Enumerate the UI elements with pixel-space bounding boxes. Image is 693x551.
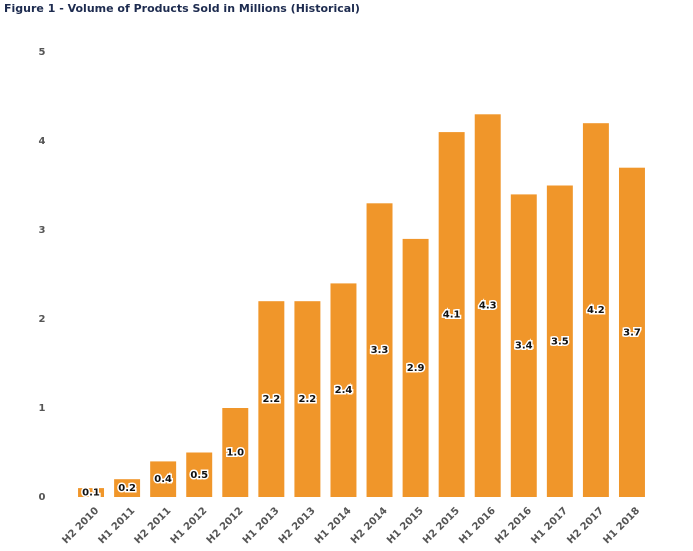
x-tick-label: H1 2017 — [529, 505, 570, 546]
value-label: 2.4 — [335, 385, 353, 396]
y-tick-label: 5 — [39, 47, 46, 58]
bar — [366, 203, 393, 498]
value-label: 0.4 — [154, 474, 172, 485]
value-label: 2.2 — [262, 394, 280, 405]
bar — [222, 408, 249, 497]
x-tick-label: H2 2015 — [421, 505, 462, 546]
x-tick-label: H2 2014 — [349, 505, 390, 546]
x-tick-label: H1 2018 — [601, 505, 642, 546]
x-tick-label: H1 2014 — [313, 505, 354, 546]
value-label: 2.9 — [407, 363, 425, 374]
value-label: 0.5 — [190, 470, 208, 481]
x-tick-label: H1 2011 — [97, 505, 138, 546]
bar — [510, 194, 537, 497]
bar — [114, 479, 141, 497]
bar — [330, 283, 357, 497]
x-tick-label: H2 2011 — [133, 505, 174, 546]
bar — [546, 185, 573, 497]
x-tick-label: H2 2016 — [493, 505, 534, 546]
y-tick-label: 3 — [39, 225, 46, 236]
x-tick-label: H1 2012 — [169, 505, 210, 546]
chart-title: Figure 1 - Volume of Products Sold in Mi… — [4, 2, 360, 15]
x-tick-label: H2 2012 — [205, 505, 246, 546]
x-tick-label: H2 2013 — [277, 505, 318, 546]
bar — [474, 114, 501, 498]
y-tick-label: 0 — [39, 492, 46, 503]
value-label: 2.2 — [299, 394, 317, 405]
bar — [582, 123, 609, 497]
x-tick-label: H1 2015 — [385, 505, 426, 546]
bar — [402, 238, 429, 497]
value-label: 0.1 — [82, 488, 100, 499]
value-label: 4.1 — [443, 310, 461, 321]
value-label: 3.5 — [551, 336, 569, 347]
value-label: 1.0 — [226, 448, 244, 459]
value-label: 3.3 — [371, 345, 389, 356]
bar — [150, 461, 177, 497]
bar — [78, 488, 105, 497]
y-tick-label: 2 — [39, 314, 46, 325]
bar — [438, 132, 465, 497]
bar — [258, 301, 285, 497]
value-label: 4.3 — [479, 301, 497, 312]
x-tick-label: H1 2013 — [241, 505, 282, 546]
y-tick-label: 1 — [39, 403, 46, 414]
x-tick-label: H1 2016 — [457, 505, 498, 546]
x-tick-label: H2 2010 — [61, 505, 102, 546]
value-label: 3.4 — [515, 341, 533, 352]
bar — [294, 301, 321, 497]
value-label: 0.2 — [118, 483, 136, 494]
bar — [186, 452, 213, 497]
y-tick-label: 4 — [39, 136, 46, 147]
value-label: 4.2 — [587, 305, 605, 316]
bar — [618, 167, 645, 497]
x-tick-label: H2 2017 — [565, 505, 606, 546]
value-label: 3.7 — [623, 327, 641, 338]
